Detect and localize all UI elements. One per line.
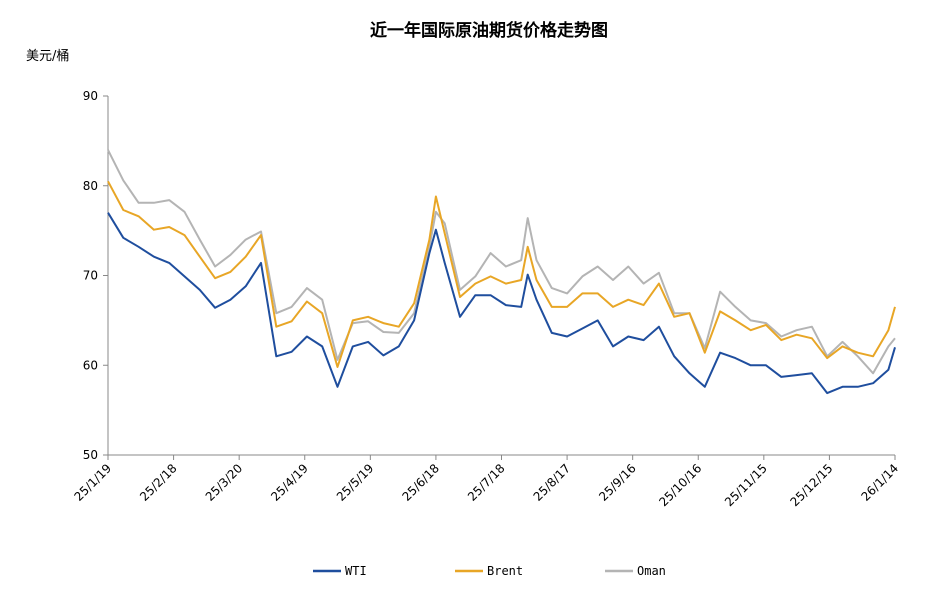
legend-label: WTI xyxy=(345,564,367,578)
x-tick-label: 25/4/19 xyxy=(268,461,311,504)
legend-label: Oman xyxy=(637,564,666,578)
y-tick-label: 70 xyxy=(83,269,98,283)
chart-title: 近一年国际原油期货价格走势图 xyxy=(370,21,608,41)
x-tick-label: 25/3/20 xyxy=(203,461,246,504)
x-tick-label: 25/2/18 xyxy=(137,461,180,504)
legend-label: Brent xyxy=(487,564,523,578)
x-tick-label: 25/1/19 xyxy=(72,461,115,504)
y-axis-unit-label: 美元/桶 xyxy=(26,49,70,64)
x-tick-label: 25/9/16 xyxy=(596,461,639,504)
x-tick-label: 25/10/16 xyxy=(656,461,704,509)
x-tick-label: 25/7/18 xyxy=(465,461,508,504)
x-tick-label: 26/1/14 xyxy=(859,461,902,504)
x-tick-label: 25/6/18 xyxy=(399,461,442,504)
y-tick-label: 90 xyxy=(83,89,98,103)
series-line-brent xyxy=(107,180,896,368)
x-tick-label: 25/8/17 xyxy=(531,461,574,504)
x-tick-label: 25/11/15 xyxy=(722,461,770,509)
x-tick-label: 25/5/19 xyxy=(334,461,377,504)
legend-item-oman: Oman xyxy=(605,564,666,578)
x-tick-label: 25/12/15 xyxy=(788,461,836,509)
legend-item-wti: WTI xyxy=(313,564,367,578)
series-line-wti xyxy=(107,212,896,395)
legend-item-brent: Brent xyxy=(455,564,523,578)
y-tick-label: 60 xyxy=(83,358,98,372)
y-tick-label: 50 xyxy=(83,448,98,462)
y-tick-label: 80 xyxy=(83,179,98,193)
series-line-oman xyxy=(107,149,896,375)
